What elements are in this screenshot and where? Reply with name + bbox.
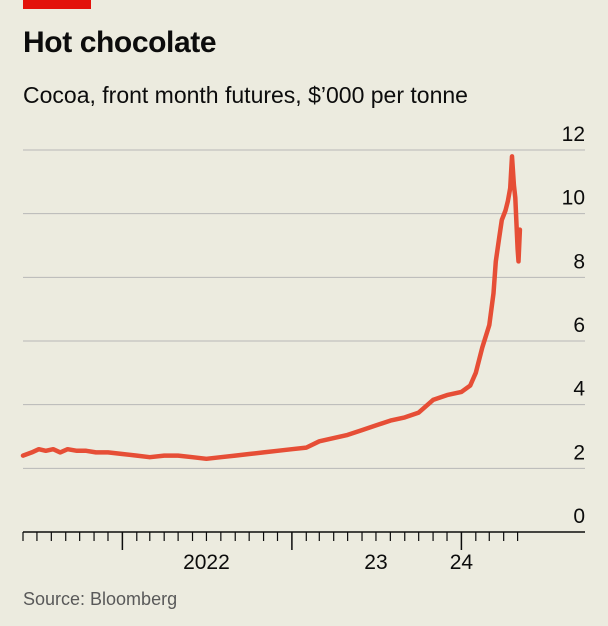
y-tick-label-6: 6: [573, 314, 585, 337]
series-layer: [20, 154, 523, 462]
x-tick-label-23: 23: [364, 551, 387, 574]
source-note: Source: Bloomberg: [23, 589, 178, 609]
y-tick-label-4: 4: [573, 378, 585, 401]
series-line-0: [20, 154, 523, 462]
chart-title: Hot chocolate: [23, 26, 217, 59]
grid-lines: [23, 149, 585, 469]
brand-tag: [23, 0, 91, 9]
y-axis-labels: 0 2 4 6 8 10 12: [562, 123, 586, 528]
y-tick-label-8: 8: [573, 250, 585, 273]
x-tick-label-2022: 2022: [183, 551, 230, 574]
chart-subtitle: Cocoa, front month futures, $’000 per to…: [23, 82, 468, 108]
y-tick-label-2: 2: [573, 441, 585, 464]
y-tick-label-12: 12: [562, 123, 585, 146]
y-tick-label-10: 10: [562, 187, 585, 210]
x-axis: 2022 23 24: [22, 531, 585, 574]
y-tick-label-0: 0: [573, 505, 585, 528]
x-tick-label-24: 24: [450, 551, 474, 574]
